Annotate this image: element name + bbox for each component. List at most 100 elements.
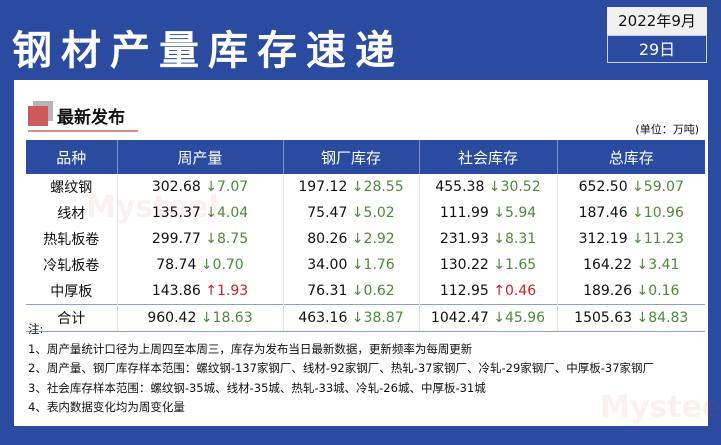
value: 1042.47	[430, 310, 489, 326]
value: 111.99	[439, 205, 489, 221]
value-cell: 652.50 ↓59.07	[556, 174, 705, 200]
arrow-down-icon: ↓	[347, 179, 364, 195]
value: 135.37	[151, 205, 201, 221]
arrow-down-icon: ↓	[347, 205, 364, 221]
change-value: 1.93	[217, 283, 249, 299]
column-header: 钢厂库存	[282, 140, 419, 174]
inventory-table: 品种 周产量 钢厂库存 社会库存 总库存 螺纹钢 302.68 ↓7.07 197.12 ↓…	[26, 140, 705, 332]
change-value: 84.83	[648, 310, 689, 326]
value: 80.26	[307, 231, 348, 247]
value-cell: 80.26 ↓2.92	[282, 226, 419, 252]
change-value: 0.16	[648, 283, 680, 299]
value: 299.77	[151, 231, 201, 247]
arrow-down-icon: ↓	[627, 231, 644, 247]
change-value: 11.23	[643, 231, 684, 247]
value-cell: 75.47 ↓5.02	[282, 200, 419, 226]
section-marker-icon	[28, 106, 48, 126]
value: 197.12	[298, 179, 348, 195]
arrow-down-icon: ↓	[632, 257, 649, 273]
value: 130.22	[439, 257, 489, 273]
table-row: 热轧板卷 299.77 ↓8.75 80.26 ↓2.92 231.93 ↓8.31 3…	[26, 226, 705, 252]
value-cell: 78.74 ↓0.70	[116, 252, 283, 278]
change-value: 59.07	[643, 179, 684, 195]
value: 75.47	[307, 205, 348, 221]
arrow-up-icon: ↑	[488, 283, 505, 299]
table-row: 螺纹钢 302.68 ↓7.07 197.12 ↓28.55 455.38 ↓30.5…	[26, 174, 705, 200]
value: 143.86	[151, 283, 201, 299]
arrow-down-icon: ↓	[347, 231, 364, 247]
column-header: 社会库存	[418, 140, 557, 174]
section-underline	[28, 130, 138, 132]
change-value: 18.63	[212, 310, 253, 326]
change-value: 3.41	[648, 257, 680, 273]
value-cell: 302.68 ↓7.07	[116, 174, 283, 200]
value-cell: 463.16 ↓38.87	[282, 304, 419, 332]
value-cell: 960.42 ↓18.63	[116, 304, 283, 332]
arrow-down-icon: ↓	[200, 231, 217, 247]
date-box: 2022年9月 29日	[607, 7, 707, 63]
column-header: 品种	[26, 140, 117, 174]
change-value: 2.92	[363, 231, 395, 247]
table-row: 中厚板 143.86 ↑1.93 76.31 ↓0.62 112.95 ↑0.46 18…	[26, 278, 705, 305]
arrow-down-icon: ↓	[627, 179, 644, 195]
value: 463.16	[298, 310, 348, 326]
value-cell: 164.22 ↓3.41	[556, 252, 705, 278]
value-cell: 312.19 ↓11.23	[556, 226, 705, 252]
note-item: 3、社会库存样本范围：螺纹钢-35城、线材-35城、热轧-33城、冷轧-26城、…	[28, 380, 486, 395]
row-label: 热轧板卷	[43, 232, 100, 248]
date-month: 2022年9月	[607, 7, 707, 35]
value-cell: 1505.63 ↓84.83	[556, 304, 705, 332]
note-item: 4、表内数据变化均为周变化量	[28, 400, 185, 414]
arrow-up-icon: ↑	[200, 283, 217, 299]
change-value: 8.31	[505, 231, 537, 247]
change-value: 4.04	[217, 205, 249, 221]
change-value: 45.96	[505, 310, 546, 326]
section-title: 最新发布	[57, 108, 125, 128]
unit-label: (单位：万吨)	[635, 123, 699, 136]
value-cell: 135.37 ↓4.04	[116, 200, 283, 226]
value-cell: 34.00 ↓1.76	[282, 252, 419, 278]
change-value: 7.07	[217, 179, 249, 195]
change-value: 8.75	[217, 231, 249, 247]
value: 312.19	[578, 231, 628, 247]
value: 78.74	[156, 257, 197, 273]
arrow-down-icon: ↓	[196, 257, 213, 273]
value-cell: 189.26 ↓0.16	[556, 278, 705, 305]
value-cell: 111.99 ↓5.94	[418, 200, 557, 226]
row-label: 线材	[57, 206, 86, 222]
column-header: 周产量	[116, 140, 283, 174]
table-row: 冷轧板卷 78.74 ↓0.70 34.00 ↓1.76 130.22 ↓1.65 16…	[26, 252, 705, 278]
arrow-down-icon: ↓	[484, 179, 501, 195]
value: 231.93	[439, 231, 489, 247]
change-value: 1.65	[505, 257, 537, 273]
value: 189.26	[583, 283, 633, 299]
change-value: 28.55	[363, 179, 404, 195]
value: 76.31	[307, 283, 348, 299]
change-value: 0.70	[212, 257, 244, 273]
value-cell: 455.38 ↓30.52	[418, 174, 557, 200]
column-header: 总库存	[556, 140, 705, 174]
change-value: 10.96	[643, 205, 684, 221]
value: 34.00	[307, 257, 348, 273]
value-cell: 231.93 ↓8.31	[418, 226, 557, 252]
arrow-down-icon: ↓	[200, 179, 217, 195]
watermark-logo-2: Mysteel.com	[600, 390, 721, 425]
page-title: 钢材产量库存速递	[12, 28, 404, 74]
row-label: 合计	[26, 304, 117, 332]
value-cell: 130.22 ↓1.65	[418, 252, 557, 278]
notes: 注: 1、周产量统计口径为上周四至本周三，库存为发布当日最新数据，更新频率为每周…	[28, 320, 654, 418]
arrow-down-icon: ↓	[200, 205, 217, 221]
change-value: 0.62	[363, 283, 395, 299]
change-value: 0.46	[505, 283, 537, 299]
value-cell: 187.46 ↓10.96	[556, 200, 705, 226]
arrow-down-icon: ↓	[347, 283, 364, 299]
change-value: 38.87	[363, 310, 404, 326]
arrow-down-icon: ↓	[488, 231, 505, 247]
row-label: 螺纹钢	[50, 180, 93, 196]
arrow-down-icon: ↓	[632, 310, 649, 326]
value-cell: 76.31 ↓0.62	[282, 278, 419, 305]
arrow-down-icon: ↓	[347, 257, 364, 273]
arrow-down-icon: ↓	[488, 257, 505, 273]
change-value: 30.52	[500, 179, 541, 195]
value: 960.42	[147, 310, 197, 326]
